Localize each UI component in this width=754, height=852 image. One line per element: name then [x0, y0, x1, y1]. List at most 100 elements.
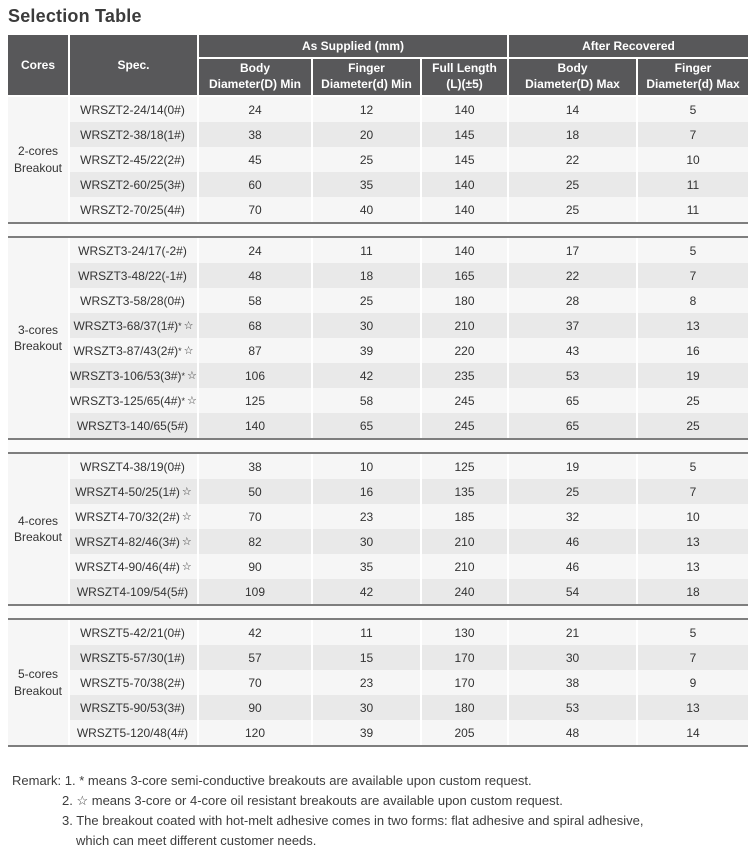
spec-text: WRSZT4-38/19(0#) — [80, 459, 185, 474]
subheader-line: Diameter(d) Max — [646, 77, 740, 91]
section-grid: 5-cores Breakout WRSZT5-42/21(0#) 42 11 … — [8, 620, 748, 745]
subheader-line: Finger — [674, 61, 712, 76]
value-cell: 125 — [199, 388, 311, 413]
table-header: Cores Spec. As Supplied (mm) After Recov… — [8, 35, 748, 95]
value-cell: 145 — [422, 122, 507, 147]
value-cell: 38 — [509, 670, 636, 695]
value-cell: 11 — [638, 197, 748, 222]
subheader-line: Body — [557, 61, 588, 76]
value-cell: 30 — [509, 645, 636, 670]
value-cell: 18 — [509, 122, 636, 147]
spec-text: WRSZT3-87/43(2#) — [73, 343, 179, 358]
spec-text: WRSZT5-70/38(2#) — [80, 675, 185, 690]
value-cell: 22 — [509, 147, 636, 172]
value-cell: 18 — [638, 579, 748, 604]
value-cell: 109 — [199, 579, 311, 604]
value-cell: 30 — [313, 313, 420, 338]
value-cell: 170 — [422, 645, 507, 670]
value-cell: 145 — [422, 147, 507, 172]
value-cell: 39 — [313, 338, 420, 363]
value-cell: 32 — [509, 504, 636, 529]
value-cell: 125 — [422, 454, 507, 479]
value-cell: 11 — [313, 238, 420, 263]
value-cell: 70 — [199, 197, 311, 222]
remark-item-text: ☆ means 3-core or 4-core oil resistant b… — [76, 793, 563, 809]
remark-item-text: * means 3-core semi-conductive breakouts… — [79, 773, 532, 788]
spec-cell: WRSZT2-60/25(3#) — [70, 172, 197, 197]
spec-star-marker: ☆ — [187, 395, 197, 407]
section-grid: 2-cores Breakout WRSZT2-24/14(0#) 24 12 … — [8, 97, 748, 222]
value-cell: 50 — [199, 479, 311, 504]
value-cell: 65 — [509, 388, 636, 413]
value-cell: 23 — [313, 670, 420, 695]
spec-cell: WRSZT3-106/53(3#) * ☆ — [70, 363, 197, 388]
value-cell: 235 — [422, 363, 507, 388]
value-cell: 35 — [313, 172, 420, 197]
value-cell: 30 — [313, 529, 420, 554]
value-cell: 13 — [638, 529, 748, 554]
spec-text: WRSZT3-58/28(0#) — [80, 293, 185, 308]
section-grid: 3-cores Breakout WRSZT3-24/17(-2#) 24 11… — [8, 238, 748, 438]
subheader-line: (L)(±5) — [446, 77, 483, 91]
value-cell: 46 — [509, 554, 636, 579]
value-cell: 53 — [509, 363, 636, 388]
section-5-cores: 5-cores Breakout WRSZT5-42/21(0#) 42 11 … — [8, 618, 748, 747]
value-cell: 40 — [313, 197, 420, 222]
value-cell: 14 — [638, 720, 748, 745]
value-cell: 23 — [313, 504, 420, 529]
value-cell: 70 — [199, 670, 311, 695]
page-title: Selection Table — [8, 6, 142, 26]
header-cores: Cores — [8, 35, 68, 95]
spec-text: WRSZT4-90/46(4#) — [75, 559, 180, 574]
spec-text: WRSZT5-120/48(4#) — [76, 725, 189, 740]
value-cell: 245 — [422, 413, 507, 438]
cores-label-line: 4-cores — [17, 513, 58, 528]
value-cell: 240 — [422, 579, 507, 604]
value-cell: 58 — [313, 388, 420, 413]
spec-cell: WRSZT5-90/53(3#) — [70, 695, 197, 720]
cores-label-line: Breakout — [13, 683, 63, 698]
spec-cell: WRSZT3-87/43(2#) * ☆ — [70, 338, 197, 363]
value-cell: 70 — [199, 504, 311, 529]
cores-cell: 2-cores Breakout — [8, 97, 68, 222]
spec-cell: WRSZT2-24/14(0#) — [70, 97, 197, 122]
value-cell: 43 — [509, 338, 636, 363]
value-cell: 19 — [509, 454, 636, 479]
value-cell: 170 — [422, 670, 507, 695]
subheader-line: Diameter(D) Max — [525, 77, 620, 91]
spec-text: WRSZT5-42/21(0#) — [80, 625, 185, 640]
value-cell: 140 — [422, 97, 507, 122]
value-cell: 220 — [422, 338, 507, 363]
value-cell: 45 — [199, 147, 311, 172]
value-cell: 25 — [509, 479, 636, 504]
subheader-line: Diameter(d) Min — [321, 77, 412, 91]
value-cell: 28 — [509, 288, 636, 313]
value-cell: 210 — [422, 554, 507, 579]
value-cell: 42 — [199, 620, 311, 645]
spec-cell: WRSZT3-140/65(5#) — [70, 413, 197, 438]
value-cell: 37 — [509, 313, 636, 338]
value-cell: 7 — [638, 263, 748, 288]
value-cell: 130 — [422, 620, 507, 645]
spec-cell: WRSZT3-48/22(-1#) — [70, 263, 197, 288]
value-cell: 13 — [638, 554, 748, 579]
cores-label-line: Breakout — [13, 160, 63, 175]
value-cell: 65 — [313, 413, 420, 438]
value-cell: 90 — [199, 554, 311, 579]
subheader-body-diameter-min: Body Diameter(D) Min — [199, 59, 311, 95]
value-cell: 165 — [422, 263, 507, 288]
spec-text: WRSZT2-70/25(4#) — [80, 202, 185, 217]
spec-text: WRSZT2-38/18(1#) — [80, 127, 185, 142]
value-cell: 30 — [313, 695, 420, 720]
value-cell: 42 — [313, 363, 420, 388]
section-spacer — [8, 606, 748, 618]
subheader-finger-diameter-max: Finger Diameter(d) Max — [638, 59, 748, 95]
value-cell: 10 — [638, 147, 748, 172]
spec-cell: WRSZT2-38/18(1#) — [70, 122, 197, 147]
spec-cell: WRSZT3-125/65(4#) * ☆ — [70, 388, 197, 413]
value-cell: 18 — [313, 263, 420, 288]
value-cell: 180 — [422, 695, 507, 720]
spec-star-marker: ☆ — [181, 511, 192, 523]
cores-label-line: Breakout — [13, 530, 63, 544]
